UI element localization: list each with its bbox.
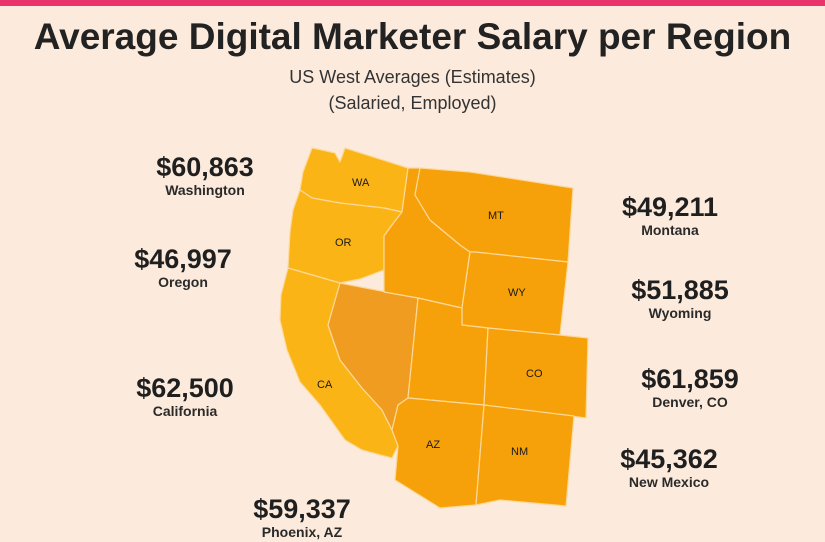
salary-washington: $60,863 <box>156 152 254 182</box>
state-CO[interactable] <box>483 327 589 419</box>
salary-denver: $61,859 <box>641 364 739 394</box>
state-label-AZ: AZ <box>426 439 440 451</box>
subtitle-region: US West Averages (Estimates) <box>289 67 536 87</box>
callout-montana: $49,211 Montana <box>605 192 735 238</box>
accent-bar <box>0 0 825 6</box>
state-label-WY: WY <box>508 287 526 299</box>
region-phoenix: Phoenix, AZ <box>261 524 343 540</box>
subtitle-qualifier: (Salaried, Employed) <box>328 93 497 113</box>
salary-oregon: $46,997 <box>134 244 232 274</box>
page-title: Average Digital Marketer Salary per Regi… <box>33 16 792 57</box>
callout-california: $62,500 California <box>120 373 250 419</box>
salary-wyoming: $51,885 <box>631 275 729 305</box>
state-NM[interactable] <box>475 404 575 507</box>
region-oregon: Oregon <box>158 274 208 290</box>
salary-montana: $49,211 <box>621 192 719 222</box>
callout-oregon: $46,997 Oregon <box>118 244 248 290</box>
state-label-WA: WA <box>352 177 370 189</box>
region-washington: Washington <box>165 182 245 198</box>
state-label-NM: NM <box>511 446 528 458</box>
salary-california: $62,500 <box>136 373 234 403</box>
callout-washington: $60,863 Washington <box>140 152 270 198</box>
state-AZ[interactable] <box>391 397 485 509</box>
callout-denver: $61,859 Denver, CO <box>625 364 755 410</box>
callout-phoenix: $59,337 Phoenix, AZ <box>237 494 367 540</box>
salary-phoenix: $59,337 <box>253 494 351 524</box>
state-label-MT: MT <box>488 210 504 222</box>
state-label-CO: CO <box>526 368 543 380</box>
state-label-OR: OR <box>335 237 352 249</box>
region-montana: Montana <box>641 222 699 238</box>
region-wyoming: Wyoming <box>648 305 712 321</box>
region-denver: Denver, CO <box>652 394 728 410</box>
state-labels: WA OR CA MT WY CO AZ NM <box>317 177 543 458</box>
region-california: California <box>152 403 218 419</box>
salary-new-mexico: $45,362 <box>620 444 718 474</box>
region-new-mexico: New Mexico <box>628 474 710 490</box>
state-label-CA: CA <box>317 379 333 391</box>
callout-new-mexico: $45,362 New Mexico <box>604 444 734 490</box>
callout-wyoming: $51,885 Wyoming <box>615 275 745 321</box>
